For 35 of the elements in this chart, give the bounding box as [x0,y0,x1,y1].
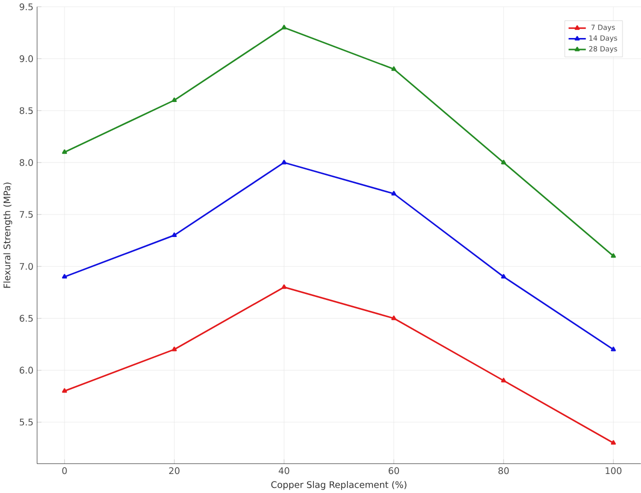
point [282,160,287,164]
x-tick-label: 100 [606,467,622,474]
y-tick-label: 9.0 [20,55,33,62]
x-tick-label: 60 [388,467,399,474]
point [501,160,506,164]
point [282,24,287,30]
y-tick-label: 5.5 [20,418,33,426]
point [610,440,616,445]
x-tick-label: 40 [278,467,290,474]
y-tick-label: 7.0 [20,262,33,270]
point [172,97,177,102]
point [391,315,396,320]
point [391,190,396,196]
y-axis-title: Flexural Strength (MPa) [3,182,12,288]
point [282,284,287,289]
point [62,274,68,278]
point [501,274,506,278]
point [610,346,616,352]
point [172,346,177,352]
x-tick-label: 80 [498,467,509,474]
point [610,253,616,258]
y-tick-label: 8.0 [20,159,33,166]
point [62,388,68,393]
x-axis-title: Copper Slag Replacement (%) [271,480,406,490]
point [501,378,506,382]
x-tick-label: 0 [62,467,67,474]
point [391,66,396,71]
y-tick-label: 6.0 [20,366,33,374]
y-tick-label: 9.5 [20,3,33,10]
y-tick-label: 7.5 [20,211,33,218]
y-tick-label: 6.5 [20,314,33,322]
point [172,232,177,237]
point [62,149,68,154]
y-tick-label: 8.5 [20,107,33,114]
x-tick-label: 20 [169,467,180,474]
